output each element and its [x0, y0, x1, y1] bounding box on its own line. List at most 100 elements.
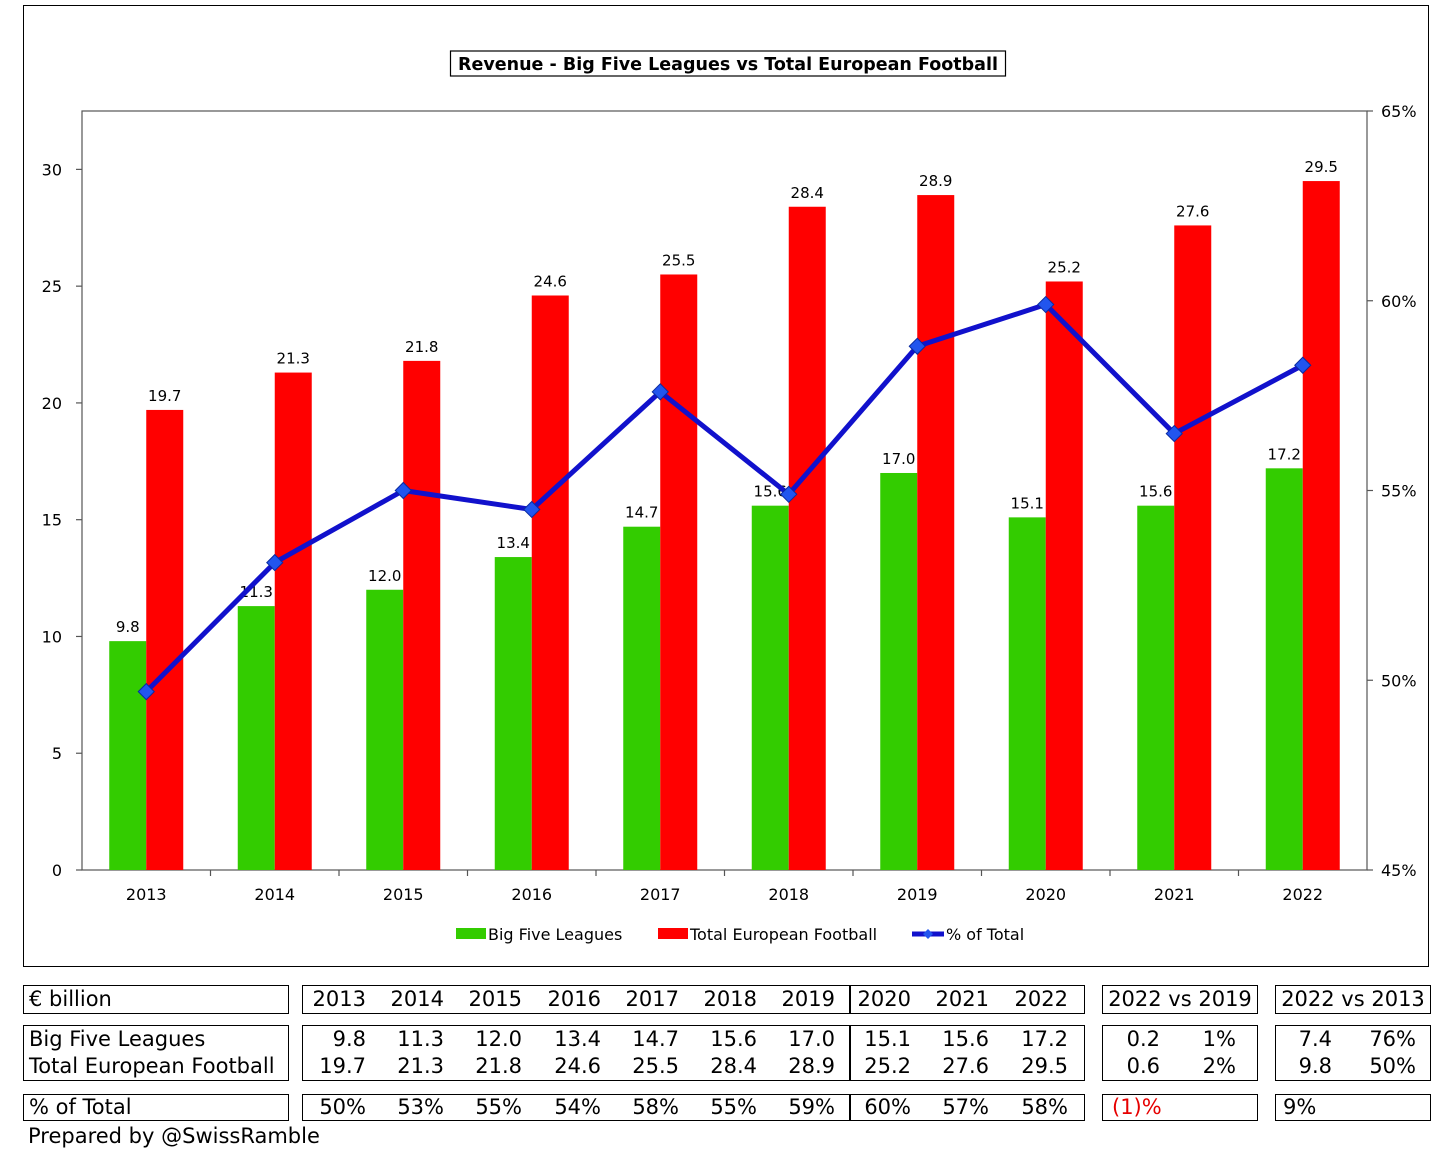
point-pct-of-total	[394, 481, 412, 500]
value-pct-of-total: 58%	[632, 1095, 679, 1119]
cmp1-abs-big-five: 0.2	[1126, 1027, 1160, 1051]
data-label-big-five: 15.1	[1011, 494, 1044, 512]
bar-total-european	[1045, 281, 1083, 871]
row-label-big-five: Big Five Leagues	[29, 1027, 206, 1051]
y-left-tick-label: 15	[42, 511, 62, 530]
data-label-total-european: 24.6	[534, 272, 567, 290]
bar-big-five	[366, 589, 404, 870]
cmp1-pct-box	[1102, 1094, 1258, 1121]
value-total-european: 25.2	[864, 1054, 911, 1078]
data-label-total-european: 29.5	[1305, 158, 1338, 176]
years-header-box-b	[849, 985, 1085, 1014]
year-header: 2018	[703, 987, 757, 1011]
y-left-tick-label: 0	[52, 861, 62, 880]
line-pct-of-total	[144, 302, 1304, 694]
value-total-european: 28.9	[788, 1054, 835, 1078]
x-tick-label: 2013	[126, 885, 167, 904]
y-right-tick-label: 65%	[1381, 102, 1417, 121]
value-total-european: 28.4	[710, 1054, 757, 1078]
point-pct-of-total	[1294, 356, 1312, 374]
y-left-tick-label: 30	[42, 160, 62, 179]
value-big-five: 14.7	[632, 1027, 679, 1051]
year-header: 2019	[781, 987, 835, 1011]
row-values-box-a	[302, 1025, 851, 1081]
y-left-tick-label: 5	[52, 744, 62, 763]
cmp2-pct-total-european: 50%	[1369, 1054, 1416, 1078]
pct-label-box	[23, 1094, 289, 1121]
value-big-five: 15.1	[864, 1027, 911, 1051]
y-right-tick-label: 55%	[1381, 482, 1417, 501]
point-pct-of-total	[1165, 424, 1183, 443]
value-big-five: 15.6	[942, 1027, 989, 1051]
row-values-box-b	[849, 1025, 1085, 1081]
year-header: 2020	[857, 987, 911, 1011]
years-header-box-a	[302, 985, 851, 1014]
unit-label: € billion	[29, 987, 112, 1011]
cmp2-pct-total: 9%	[1283, 1095, 1317, 1119]
value-pct-of-total: 58%	[1021, 1095, 1068, 1119]
row-label-total-european: Total European Football	[29, 1054, 275, 1078]
cmp2-abs-total-european: 9.8	[1298, 1054, 1332, 1078]
data-label-total-european: 28.9	[919, 172, 952, 190]
data-label-big-five: 17.0	[882, 450, 915, 468]
value-total-european: 21.8	[475, 1054, 522, 1078]
bar-big-five	[1008, 517, 1046, 870]
point-pct-of-total	[137, 682, 155, 701]
bar-big-five	[109, 641, 147, 870]
cmp1-values-box	[1102, 1025, 1258, 1081]
value-pct-of-total: 55%	[475, 1095, 522, 1119]
data-label-total-european: 21.3	[277, 350, 310, 368]
point-pct-of-total	[908, 337, 926, 355]
cmp2-pct-big-five: 76%	[1369, 1027, 1416, 1051]
pct-row-label: % of Total	[29, 1095, 132, 1119]
legend-marker-pct-of-total	[923, 929, 933, 939]
chart-frame	[23, 5, 1429, 967]
cmp1-header-box	[1102, 985, 1258, 1014]
x-tick-label: 2017	[640, 885, 681, 904]
legend-label-total-european: Total European Football	[689, 925, 877, 944]
value-total-european: 19.7	[319, 1054, 366, 1078]
pct-values-box-a	[302, 1094, 851, 1121]
value-pct-of-total: 54%	[554, 1095, 601, 1119]
value-big-five: 11.3	[397, 1027, 444, 1051]
data-label-big-five: 17.2	[1268, 445, 1301, 463]
x-tick-label: 2020	[1025, 885, 1066, 904]
data-label-big-five: 15.6	[1139, 483, 1172, 501]
row-labels-box	[23, 1025, 289, 1081]
bar-total-european	[531, 295, 569, 871]
value-pct-of-total: 60%	[864, 1095, 911, 1119]
bar-total-european	[274, 372, 312, 870]
data-label-big-five: 12.0	[368, 567, 401, 585]
cmp2-values-box	[1275, 1025, 1431, 1081]
pct-values-box-b	[849, 1094, 1085, 1121]
data-label-big-five: 9.8	[116, 618, 140, 636]
y-left-tick-label: 25	[42, 277, 62, 296]
bar-total-european	[660, 274, 698, 870]
footer-credit: Prepared by @SwissRamble	[28, 1124, 320, 1148]
x-tick-label: 2014	[254, 885, 295, 904]
cmp1-abs-total-european: 0.6	[1126, 1054, 1160, 1078]
data-label-big-five: 13.4	[497, 534, 530, 552]
bar-total-european	[788, 206, 826, 871]
bar-big-five	[751, 505, 789, 870]
x-tick-label: 2019	[897, 885, 938, 904]
y-left-tick-label: 10	[42, 627, 62, 646]
chart-title-box	[449, 50, 1007, 77]
data-label-total-european: 25.5	[662, 251, 695, 269]
value-big-five: 12.0	[475, 1027, 522, 1051]
unit-label-box	[23, 985, 289, 1014]
bar-big-five	[494, 557, 532, 870]
x-tick-label: 2021	[1154, 885, 1195, 904]
value-pct-of-total: 57%	[942, 1095, 989, 1119]
year-header: 2016	[547, 987, 601, 1011]
data-label-total-european: 21.8	[405, 338, 438, 356]
cmp1-pct-big-five: 1%	[1202, 1027, 1236, 1051]
value-pct-of-total: 59%	[788, 1095, 835, 1119]
bar-total-european	[403, 360, 441, 870]
y-right-tick-label: 45%	[1381, 861, 1417, 880]
year-header: 2017	[625, 987, 679, 1011]
point-pct-of-total	[523, 500, 541, 519]
data-label-big-five: 14.7	[625, 504, 658, 522]
bar-big-five	[237, 606, 275, 870]
x-tick-label: 2022	[1282, 885, 1323, 904]
